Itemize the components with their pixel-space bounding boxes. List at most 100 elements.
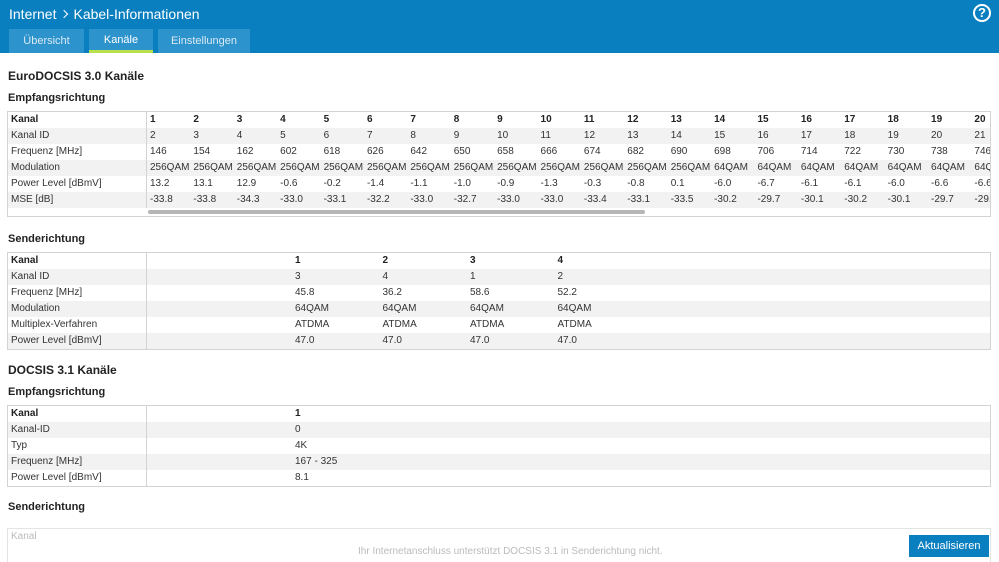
table-cell: 64QAM: [382, 303, 417, 314]
table-cell: -30.1: [887, 194, 911, 205]
table-row: MSE [dB] -33.8 -33.8 -34.3 -33.0 -33.1 -32.2 -3…: [8, 192, 990, 208]
top-bar: Internet Kabel-Informationen ? Übersicht…: [0, 0, 999, 53]
table-row: Kanal ID 3 4 1 2: [8, 269, 990, 285]
table-cell: 256QAM: [150, 162, 190, 173]
table-cell: 722: [844, 146, 861, 157]
table-cell: 0.1: [670, 178, 685, 189]
table-cell: 64QAM: [887, 162, 922, 173]
table-cell: 690: [670, 146, 688, 157]
table-cell: 256QAM: [627, 162, 667, 173]
table-cell: 13.2: [150, 178, 170, 189]
table-cell: 1: [150, 114, 156, 125]
table-cell: 256QAM: [453, 162, 494, 173]
table-cell: 256QAM: [583, 162, 624, 173]
row-label: Power Level [dBmV]: [8, 333, 147, 349]
table-cell: 16: [757, 130, 769, 141]
table-cell: 682: [627, 146, 644, 157]
breadcrumb: Internet Kabel-Informationen: [9, 6, 200, 22]
table-cell: 47.0: [295, 335, 315, 346]
table-cell: 626: [366, 146, 384, 157]
tab-einstellungen[interactable]: Einstellungen: [158, 29, 250, 53]
table-cell: 256QAM: [193, 162, 233, 173]
table-cell: -29.: [974, 194, 991, 205]
tab-kanaele[interactable]: Kanäle: [89, 29, 153, 53]
table-cell: -33.1: [627, 194, 651, 205]
table-cell: 7: [366, 130, 373, 141]
table-cell: -33.0: [280, 194, 303, 205]
table-cell: 1: [295, 255, 301, 266]
table-cell: 7: [410, 114, 416, 125]
table-cell: 4: [280, 114, 286, 125]
table-cell: 256QAM: [497, 162, 537, 173]
row-label: Kanal: [8, 112, 147, 128]
table-cell: 8: [453, 114, 460, 125]
table-cell: 256QAM: [323, 162, 364, 173]
table-cell: 36.2: [382, 287, 402, 298]
table-cell: 3: [193, 130, 199, 141]
tab-uebersicht[interactable]: Übersicht: [9, 29, 84, 53]
spacer-cell: [147, 301, 292, 317]
table-cell: 9: [453, 130, 460, 141]
table-cell: -0.6: [280, 178, 298, 189]
docsis31-downstream-title: Empfangsrichtung: [8, 386, 106, 398]
row-label: Frequenz [MHz]: [8, 285, 147, 301]
table-cell: 20: [974, 114, 986, 125]
spacer-cell: [147, 333, 292, 349]
docsis31-upstream-table: Kanal Ihr Internetanschluss unterstützt …: [7, 528, 991, 562]
table-cell: -1.4: [366, 178, 385, 189]
table-cell: 9: [497, 114, 503, 125]
table-cell: 18: [887, 114, 899, 125]
breadcrumb-internet-link[interactable]: Internet: [9, 6, 57, 22]
table-cell: -6.6: [974, 178, 991, 189]
chevron-right-icon: [60, 9, 69, 19]
table-cell: 650: [453, 146, 471, 157]
row-label: Typ: [8, 438, 147, 454]
table-cell: 3: [236, 114, 243, 125]
help-icon[interactable]: ?: [973, 4, 991, 22]
table-cell: -0.8: [627, 178, 645, 189]
row-label: Frequenz [MHz]: [8, 144, 147, 160]
table-cell: 45.8: [295, 287, 315, 298]
row-label: Modulation: [8, 160, 147, 176]
table-cell: 2: [150, 130, 156, 141]
table-cell: 64QAM: [844, 162, 879, 173]
table-cell: 14: [714, 114, 726, 125]
table-cell: 746: [974, 146, 991, 157]
table-cell: 19: [887, 130, 899, 141]
table-cell: 13: [627, 130, 639, 141]
table-cell: 17: [800, 130, 812, 141]
table-cell: -33.8: [193, 194, 217, 205]
table-row: Modulation 64QAM 64QAM 64QAM 64QAM: [8, 301, 990, 317]
table-cell: -0.9: [497, 178, 515, 189]
docsis31-upstream-title: Senderichtung: [8, 501, 86, 513]
table-cell: -29.7: [931, 194, 954, 205]
refresh-button[interactable]: Aktualisieren: [909, 535, 989, 557]
table-cell: -0.3: [583, 178, 602, 189]
docsis30-upstream-table: Kanal 1 2 3 4 Kanal ID 3 4 1 2 Frequenz [MHz] 45.8 3…: [7, 252, 991, 350]
row-label: Kanal-ID: [8, 422, 147, 438]
horizontal-scrollbar[interactable]: [8, 208, 990, 216]
table-cell: 15: [757, 114, 769, 125]
table-cell: -32.2: [366, 194, 390, 205]
table-cell: 698: [714, 146, 731, 157]
row-label: Kanal: [8, 406, 147, 422]
table-cell: ATDMA: [470, 319, 505, 330]
table-cell: 64QAM: [757, 162, 792, 173]
table-cell: 256QAM: [670, 162, 711, 173]
table-cell: 5: [280, 130, 286, 141]
table-cell: -1.0: [453, 178, 471, 189]
table-row: Modulation 256QAM 256QAM 256QAM 256QAM 256QAM…: [8, 160, 990, 176]
row-label: Modulation: [8, 301, 147, 317]
table-cell: 618: [323, 146, 341, 157]
table-cell: 674: [583, 146, 601, 157]
row-label: Power Level [dBmV]: [8, 470, 147, 486]
table-cell: -34.3: [236, 194, 260, 205]
scrollbar-thumb[interactable]: [148, 210, 645, 214]
table-cell: -6.1: [800, 178, 819, 189]
table-cell: 12: [583, 130, 596, 141]
table-cell: 18: [844, 130, 856, 141]
table-cell: 12: [627, 114, 639, 125]
table-cell: 17: [844, 114, 856, 125]
table-cell: 2: [193, 114, 199, 125]
table-cell: 738: [931, 146, 948, 157]
